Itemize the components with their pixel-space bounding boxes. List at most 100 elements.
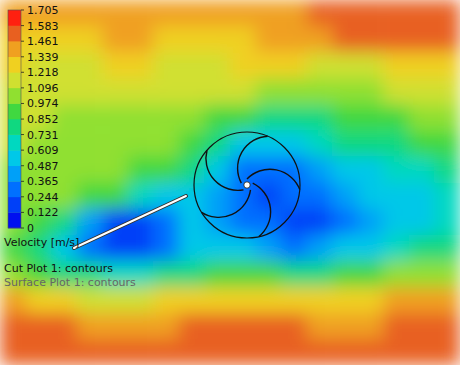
color-tick-label: 0 <box>27 222 34 235</box>
color-band <box>8 181 21 197</box>
color-band <box>8 88 21 104</box>
field-cell <box>179 339 205 365</box>
field-cell <box>409 130 435 157</box>
field-cell <box>179 26 205 53</box>
field-cell <box>281 261 307 288</box>
field-cell <box>383 26 409 53</box>
color-band <box>8 212 21 228</box>
field-cell <box>281 0 307 27</box>
field-cell <box>409 287 435 314</box>
field-cell <box>230 209 256 236</box>
field-cell <box>409 209 435 236</box>
rotor-blade <box>202 190 251 217</box>
field-cell <box>204 287 230 314</box>
field-cell <box>153 52 179 79</box>
field-cell <box>77 287 103 314</box>
field-cell <box>102 287 128 314</box>
field-cell <box>383 287 409 314</box>
color-tick-label: 0.609 <box>27 144 59 157</box>
field-cell <box>230 130 256 157</box>
field-cell <box>358 78 384 105</box>
color-tick-label: 1.583 <box>27 20 59 33</box>
field-cell <box>332 313 358 340</box>
color-tick <box>21 196 24 197</box>
field-cell <box>256 287 282 314</box>
field-cell <box>77 78 103 105</box>
field-cell <box>332 52 358 79</box>
field-cell <box>77 52 103 79</box>
color-band <box>8 119 21 135</box>
field-cell <box>204 183 230 210</box>
field-cell <box>409 313 435 340</box>
field-cell <box>128 52 154 79</box>
field-cell <box>383 183 409 210</box>
color-band <box>8 26 21 42</box>
field-cell <box>409 156 435 183</box>
field-cell <box>77 209 103 236</box>
field-cell <box>358 313 384 340</box>
field-cell <box>281 235 307 262</box>
color-band <box>8 57 21 73</box>
field-cell <box>332 183 358 210</box>
color-band <box>8 166 21 182</box>
field-cell <box>358 130 384 157</box>
field-cell <box>383 313 409 340</box>
field-cell <box>434 104 460 131</box>
field-cell <box>409 339 435 365</box>
field-cell <box>409 261 435 288</box>
color-tick-label: 0.122 <box>27 206 59 219</box>
deflector-outline <box>74 196 186 248</box>
field-cell <box>179 261 205 288</box>
color-tick <box>21 134 24 135</box>
field-cell <box>358 26 384 53</box>
rotor-circle <box>194 132 300 238</box>
field-cell <box>153 0 179 27</box>
field-cell <box>153 313 179 340</box>
color-tick-label: 0.487 <box>27 160 59 173</box>
field-cell <box>77 104 103 131</box>
field-cell <box>256 183 282 210</box>
field-cell <box>77 0 103 27</box>
field-cell <box>256 52 282 79</box>
field-cell <box>307 78 333 105</box>
field-cell <box>358 287 384 314</box>
field-cell <box>204 0 230 27</box>
color-tick <box>21 165 24 166</box>
field-cell <box>102 183 128 210</box>
field-cell <box>307 130 333 157</box>
field-cell <box>102 156 128 183</box>
field-cell <box>179 235 205 262</box>
field-cell <box>128 104 154 131</box>
field-cell <box>77 26 103 53</box>
field-cell <box>230 183 256 210</box>
color-tick-label: 1.218 <box>27 66 59 79</box>
field-cell <box>409 104 435 131</box>
color-tick-label: 0.365 <box>27 175 59 188</box>
field-cell <box>204 78 230 105</box>
field-cell <box>434 183 460 210</box>
field-cell <box>179 156 205 183</box>
field-cell <box>153 287 179 314</box>
field-cell <box>153 104 179 131</box>
color-band <box>8 150 21 166</box>
field-cell <box>102 130 128 157</box>
color-tick <box>21 10 24 11</box>
field-cell <box>51 339 77 365</box>
field-cell <box>281 183 307 210</box>
field-cell <box>332 26 358 53</box>
color-band <box>8 103 21 119</box>
field-cell <box>77 339 103 365</box>
field-cell <box>332 235 358 262</box>
field-cell <box>26 339 52 365</box>
velocity-field <box>0 0 460 365</box>
field-cell <box>358 52 384 79</box>
field-cell <box>153 209 179 236</box>
contour-chart: 1.7051.5831.4611.3391.2181.0960.9740.852… <box>0 0 460 365</box>
field-cell <box>434 130 460 157</box>
field-cell <box>383 130 409 157</box>
field-cell <box>358 209 384 236</box>
field-cell <box>409 235 435 262</box>
field-cell <box>128 183 154 210</box>
field-cell <box>307 183 333 210</box>
field-cell <box>204 104 230 131</box>
